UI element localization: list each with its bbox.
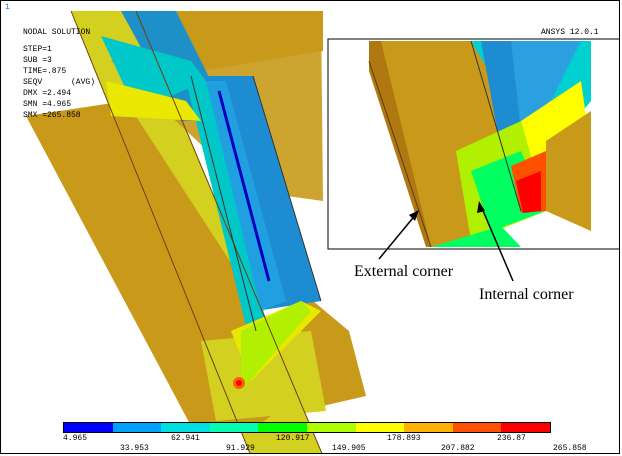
colorbar-swatch-9 (452, 423, 502, 432)
colorbar-swatch-10 (501, 423, 550, 432)
colorbar-swatch-7 (355, 423, 405, 432)
colorbar-label-top-4: 178.893 (387, 434, 421, 443)
colorbar-swatch-2 (112, 423, 162, 432)
colorbar-label-bottom-2: 91.929 (226, 444, 255, 453)
colorbar-label-top-5: 236.87 (497, 434, 526, 443)
ansys-version: ANSYS 12.0.1 (541, 28, 599, 37)
info-seqv: SEQV (AVG) (23, 78, 96, 87)
colorbar-label-bottom-5: 265.858 (553, 444, 587, 453)
contour-colorbar (63, 422, 551, 433)
colorbar-label-top-1: 4.965 (63, 434, 88, 443)
colorbar-label-bottom-3: 149.905 (332, 444, 366, 453)
annotation-arrows (378, 201, 514, 282)
info-smx: SMX =265.858 (23, 111, 81, 120)
colorbar-swatch-5 (258, 423, 307, 432)
info-step: STEP=1 (23, 45, 52, 54)
colorbar-label-top-2: 62.941 (171, 434, 200, 443)
info-time: TIME=.875 (23, 67, 67, 76)
zoom-inset (327, 38, 619, 250)
colorbar-label-bottom-4: 207.882 (441, 444, 475, 453)
info-dmx: DMX =2.494 (23, 89, 72, 98)
colorbar-swatch-3 (161, 423, 210, 432)
colorbar-swatch-4 (209, 423, 259, 432)
colorbar-swatch-8 (404, 423, 453, 432)
colorbar-swatch-1 (64, 423, 113, 432)
window-number: 1 (5, 3, 10, 12)
plot-title: NODAL SOLUTION (23, 28, 91, 37)
colorbar-label-top-3: 120.917 (276, 434, 310, 443)
internal-corner-label: Internal corner (479, 286, 574, 303)
info-smn: SMN =4.965 (23, 100, 72, 109)
info-sub: SUB =3 (23, 56, 52, 65)
colorbar-label-bottom-1: 33.953 (120, 444, 149, 453)
external-corner-label: External corner (354, 263, 454, 280)
colorbar-swatch-6 (306, 423, 356, 432)
